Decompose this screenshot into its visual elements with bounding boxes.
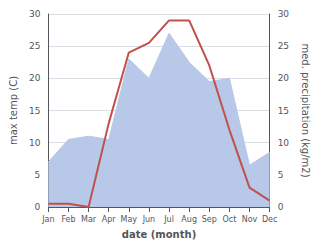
svg-text:May: May (121, 215, 138, 224)
svg-text:15: 15 (278, 106, 289, 116)
svg-text:25: 25 (278, 41, 289, 51)
svg-text:15: 15 (29, 106, 40, 116)
svg-text:0: 0 (35, 202, 41, 212)
svg-text:10: 10 (278, 138, 290, 148)
svg-text:Feb: Feb (61, 215, 75, 224)
svg-text:20: 20 (29, 73, 41, 83)
svg-text:0: 0 (278, 202, 284, 212)
svg-text:Mar: Mar (81, 215, 97, 224)
svg-text:Apr: Apr (102, 215, 117, 224)
svg-text:med. precipitation (kg/m2): med. precipitation (kg/m2) (300, 43, 311, 177)
svg-text:Dec: Dec (262, 215, 277, 224)
svg-text:5: 5 (278, 170, 284, 180)
svg-text:30: 30 (29, 9, 41, 19)
svg-text:25: 25 (29, 41, 40, 51)
svg-text:Jan: Jan (41, 215, 54, 224)
svg-text:Jul: Jul (163, 215, 174, 224)
svg-text:Oct: Oct (222, 215, 236, 224)
svg-text:30: 30 (278, 9, 290, 19)
svg-text:Aug: Aug (181, 215, 197, 224)
svg-text:Nov: Nov (242, 215, 258, 224)
svg-text:date (month): date (month) (122, 229, 196, 240)
svg-text:20: 20 (278, 73, 290, 83)
svg-text:max temp (C): max temp (C) (8, 76, 19, 145)
svg-text:10: 10 (29, 138, 41, 148)
svg-text:Sep: Sep (202, 215, 217, 224)
svg-text:5: 5 (35, 170, 41, 180)
svg-text:Jun: Jun (142, 215, 156, 224)
